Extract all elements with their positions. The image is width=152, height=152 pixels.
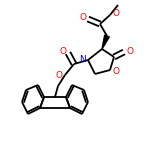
Text: N: N <box>80 55 86 64</box>
Text: O: O <box>59 47 67 55</box>
Text: O: O <box>126 47 133 55</box>
Text: O: O <box>79 14 86 22</box>
Text: O: O <box>55 71 62 81</box>
Text: O: O <box>112 67 119 76</box>
Polygon shape <box>102 35 109 49</box>
Text: O: O <box>112 9 119 19</box>
